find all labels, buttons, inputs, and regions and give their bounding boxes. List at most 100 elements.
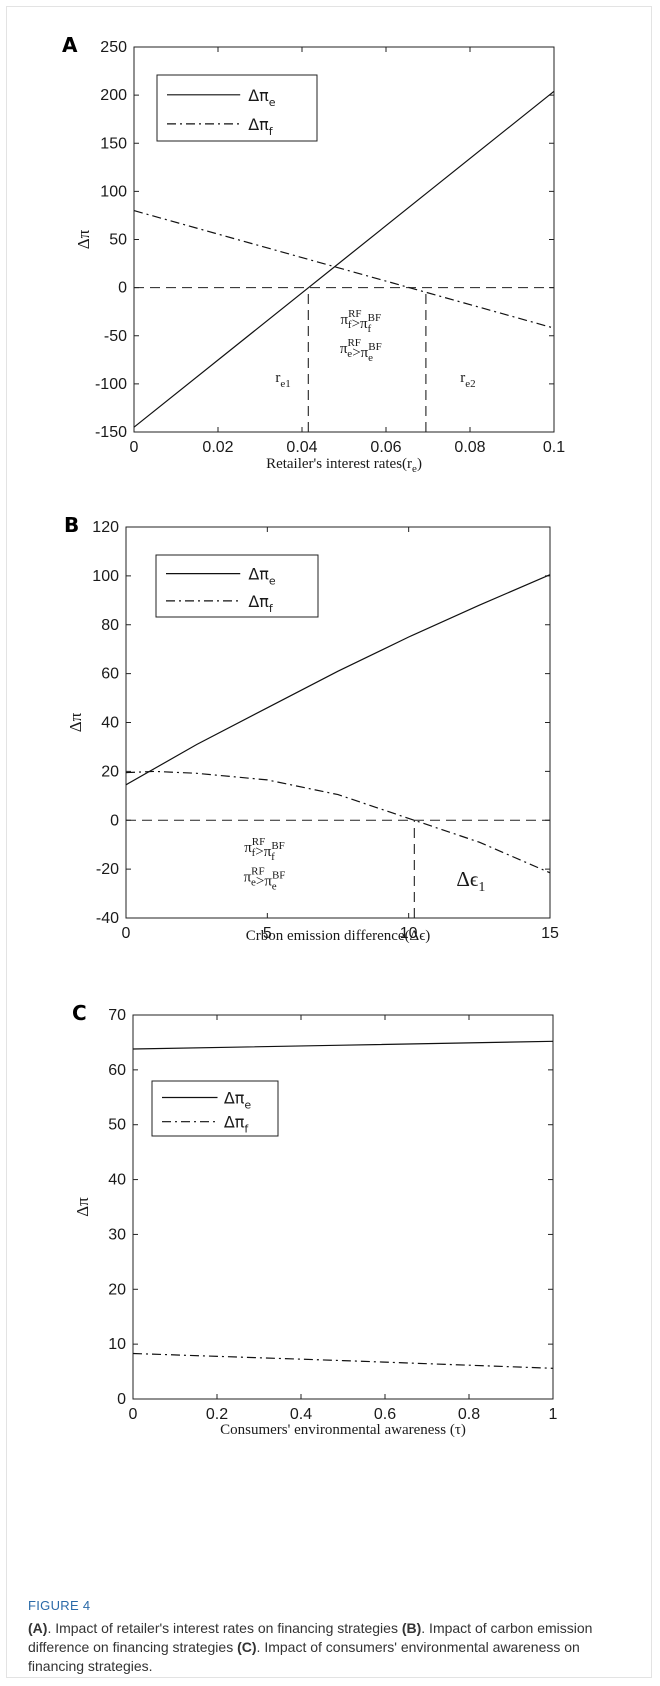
annotation-sub: f bbox=[252, 847, 256, 859]
y-tick-label: 100 bbox=[100, 183, 127, 200]
y-tick-label: 60 bbox=[108, 1062, 126, 1079]
page-border bbox=[6, 6, 652, 1678]
legend-entry-sub: e bbox=[269, 96, 276, 109]
legend-entry-f: Δπf bbox=[248, 592, 274, 615]
x-axis-label-tail: ) bbox=[417, 456, 422, 472]
annotation: re1 bbox=[275, 370, 290, 390]
annotation-main: π bbox=[361, 345, 369, 361]
legend-entry-sub: e bbox=[244, 1099, 251, 1112]
y-tick-label: 50 bbox=[109, 232, 127, 249]
y-tick-label: 0 bbox=[117, 1391, 126, 1408]
x-tick-label: 0.6 bbox=[374, 1406, 396, 1423]
annotation-main: π bbox=[360, 316, 368, 332]
legend-entry-sub: f bbox=[269, 125, 274, 138]
y-tick-label: 0 bbox=[110, 812, 119, 829]
x-tick-label: 0.1 bbox=[543, 439, 565, 456]
annotation: πRF f>πBF f bbox=[244, 836, 285, 863]
x-tick-label: 15 bbox=[541, 925, 559, 942]
legend-entry-sub: f bbox=[269, 602, 274, 615]
x-tick-label: 0 bbox=[129, 1406, 138, 1423]
legend-entry-main: Δπ bbox=[224, 1113, 245, 1132]
legend-entry-f: Δπf bbox=[224, 1113, 250, 1136]
annotation-sub: f bbox=[367, 323, 371, 335]
chart-panel-a: A 0 0.02 0.04 0.06 0.08 0.1 -150 -100 -50 0 50 100 15… bbox=[62, 33, 565, 475]
annotation-sup: BF bbox=[368, 341, 381, 353]
series-line-f bbox=[133, 210, 555, 329]
figure-label: FIGURE 4 bbox=[28, 1598, 91, 1613]
x-axis-label: Crbon emission difference(Δϵ) bbox=[246, 928, 431, 944]
y-axis-label: Δπ bbox=[74, 229, 93, 249]
legend-entry-main: Δπ bbox=[224, 1089, 245, 1108]
legend-box bbox=[156, 74, 318, 142]
x-tick-label: 1 bbox=[549, 1406, 558, 1423]
annotation-sub: f bbox=[271, 851, 275, 863]
annotation-relation: > bbox=[255, 844, 263, 860]
caption-run: . Impact of consumers' environmental awa… bbox=[28, 1639, 580, 1674]
y-axis-label: Δπ bbox=[66, 712, 85, 732]
legend-entry-e: Δπe bbox=[224, 1089, 252, 1112]
annotation-main: π bbox=[341, 312, 349, 328]
y-tick-label: 50 bbox=[108, 1117, 126, 1134]
x-tick-label: 0.8 bbox=[458, 1406, 480, 1423]
annotation-sub: e bbox=[251, 876, 256, 888]
y-tick-label: 10 bbox=[108, 1336, 126, 1353]
panel-letter: C bbox=[72, 1001, 87, 1025]
annotation: re2 bbox=[460, 370, 475, 390]
annotation-main: π bbox=[244, 869, 252, 885]
y-tick-label: -20 bbox=[96, 861, 119, 878]
legend-entry-e: Δπe bbox=[248, 86, 276, 109]
x-tick-label: 0.06 bbox=[370, 439, 401, 456]
annotation-sup: BF bbox=[272, 869, 285, 881]
legend-box bbox=[151, 1080, 279, 1137]
y-tick-label: 120 bbox=[92, 519, 119, 536]
legend-entry-sub: f bbox=[244, 1123, 249, 1136]
annotation: πRF e>πBF e bbox=[340, 337, 382, 364]
y-tick-label: -150 bbox=[95, 424, 127, 441]
x-axis-label-text: Crbon emission difference(Δϵ) bbox=[246, 928, 431, 944]
y-tick-label: 40 bbox=[108, 1172, 126, 1189]
caption-panel-ref: (C) bbox=[237, 1639, 257, 1655]
caption-panel-ref: (A) bbox=[28, 1620, 48, 1636]
annotation-main: π bbox=[264, 873, 272, 889]
y-tick-label: 80 bbox=[101, 617, 119, 634]
caption-run: . Impact of retailer's interest rates on… bbox=[47, 1620, 402, 1636]
figure-canvas: A0 0.02 0.04 0.06 0.08 0.1-150-100-5005010015… bbox=[62, 33, 565, 1438]
legend-entry-sub: e bbox=[269, 575, 276, 588]
annotation: πRF e>πBF e bbox=[244, 865, 286, 892]
y-tick-label: 40 bbox=[101, 715, 119, 732]
y-tick-label: 20 bbox=[108, 1281, 126, 1298]
annotation-sup: RF bbox=[252, 836, 265, 848]
annotation-sup: RF bbox=[347, 337, 360, 349]
x-tick-label: 5 bbox=[263, 925, 272, 942]
chart-panel-b: B 0 5 10 15 -40 -20 0 20 40 60 80 100 120 Crbon emissi… bbox=[64, 513, 559, 944]
annotation-main: π bbox=[244, 840, 252, 856]
annotation-sub: 1 bbox=[478, 880, 485, 895]
annotation-sup: BF bbox=[271, 840, 284, 852]
legend-box bbox=[155, 554, 319, 618]
annotation-sub: f bbox=[348, 319, 352, 331]
legend-entry-main: Δπ bbox=[248, 565, 269, 584]
x-tick-label: 0.2 bbox=[206, 1406, 228, 1423]
y-tick-label: 200 bbox=[100, 87, 127, 104]
legend-entry-f: Δπf bbox=[248, 115, 274, 138]
annotation-sub: e bbox=[272, 880, 277, 892]
annotation-relation: > bbox=[352, 345, 360, 361]
x-tick-label: 0.4 bbox=[290, 1406, 312, 1423]
annotation-main: r bbox=[460, 370, 465, 386]
annotation-main: π bbox=[264, 844, 272, 860]
panel-letter: B bbox=[64, 513, 79, 537]
legend-entry-main: Δπ bbox=[248, 115, 269, 134]
annotation-main: r bbox=[275, 370, 280, 386]
y-tick-label: 70 bbox=[108, 1007, 126, 1024]
series-line-e bbox=[132, 1040, 554, 1050]
x-axis-label: Consumers' environmental awareness (τ) bbox=[220, 1422, 466, 1438]
x-axis-label-text: Retailer's interest rates(r bbox=[266, 456, 412, 472]
annotation: πRF f>πBF f bbox=[341, 308, 382, 335]
annotation-main: Δϵ bbox=[456, 867, 479, 891]
x-tick-label: 0.04 bbox=[286, 439, 317, 456]
y-tick-label: 150 bbox=[100, 135, 127, 152]
y-tick-label: 30 bbox=[108, 1226, 126, 1243]
annotation-sub: e bbox=[347, 348, 352, 360]
x-tick-label: 0.02 bbox=[202, 439, 233, 456]
legend-entry-main: Δπ bbox=[248, 592, 269, 611]
